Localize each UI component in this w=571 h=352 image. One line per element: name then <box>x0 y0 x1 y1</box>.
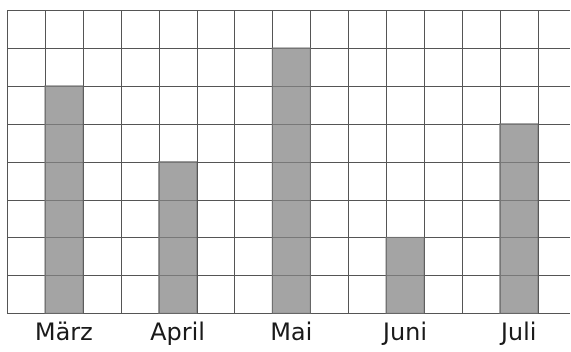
x-tick-label: März <box>35 318 93 346</box>
bars <box>44 47 539 314</box>
bar <box>44 85 84 314</box>
bar <box>499 123 539 314</box>
bar <box>271 47 311 314</box>
x-tick-label: Juli <box>499 318 537 346</box>
x-tick-label: April <box>150 318 205 346</box>
x-axis-labels: März April Mai Juni Juli <box>35 318 537 346</box>
x-tick-label: Mai <box>270 318 312 346</box>
x-tick-label: Juni <box>381 318 427 346</box>
grid-overlay <box>7 10 570 314</box>
